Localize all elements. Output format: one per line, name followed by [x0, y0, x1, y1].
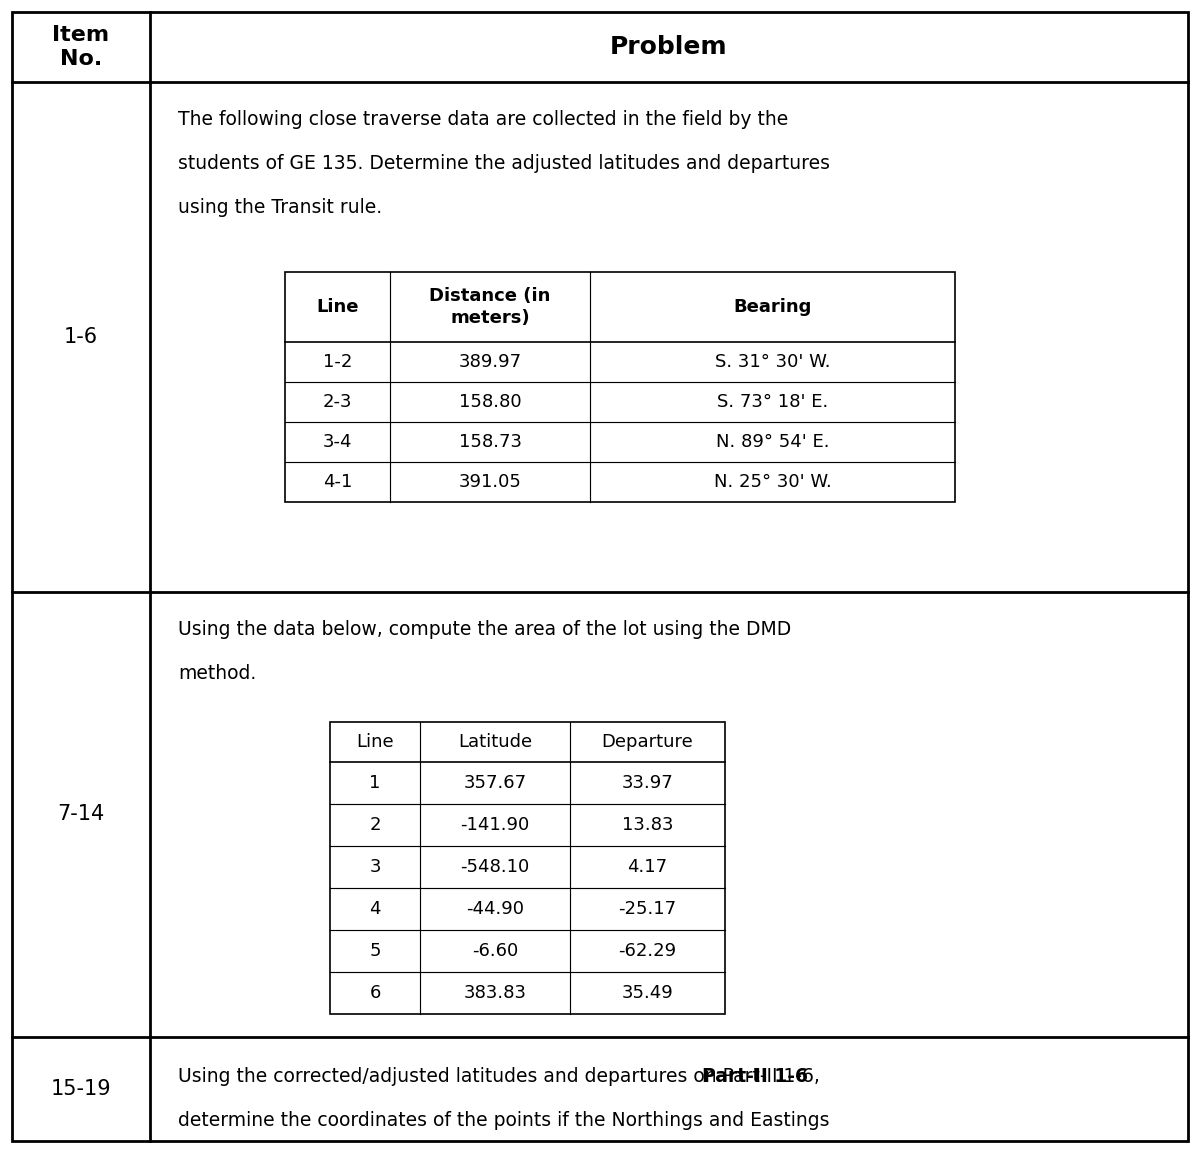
- Text: 383.83: 383.83: [463, 984, 527, 1002]
- Text: 2-3: 2-3: [323, 393, 353, 410]
- Text: Line: Line: [356, 733, 394, 751]
- Text: Part-II 1-6: Part-II 1-6: [702, 1067, 809, 1086]
- Text: Bearing: Bearing: [733, 297, 811, 316]
- Text: 158.73: 158.73: [458, 434, 522, 451]
- Text: N. 89° 54' E.: N. 89° 54' E.: [715, 434, 829, 451]
- Text: Using the data below, compute the area of the lot using the DMD: Using the data below, compute the area o…: [178, 620, 791, 639]
- Text: 13.83: 13.83: [622, 816, 673, 834]
- Text: 7-14: 7-14: [58, 805, 104, 824]
- Text: 389.97: 389.97: [458, 353, 522, 371]
- Text: 35.49: 35.49: [622, 984, 673, 1002]
- Text: 3-4: 3-4: [323, 434, 353, 451]
- Text: 158.80: 158.80: [458, 393, 521, 410]
- Text: 2: 2: [370, 816, 380, 834]
- Text: determine the coordinates of the points if the Northings and Eastings: determine the coordinates of the points …: [178, 1111, 829, 1130]
- Text: 3: 3: [370, 858, 380, 876]
- Text: 1: 1: [370, 774, 380, 792]
- Text: -25.17: -25.17: [618, 900, 677, 918]
- Text: 1-6: 1-6: [64, 327, 98, 347]
- Bar: [330, 722, 725, 1013]
- Text: using the Transit rule.: using the Transit rule.: [178, 198, 382, 217]
- Text: 391.05: 391.05: [458, 473, 522, 491]
- Text: 15-19: 15-19: [50, 1079, 112, 1099]
- Text: 1-2: 1-2: [323, 353, 352, 371]
- Text: 4.17: 4.17: [628, 858, 667, 876]
- Text: Distance (in
meters): Distance (in meters): [430, 287, 551, 327]
- Text: 6: 6: [370, 984, 380, 1002]
- Text: -548.10: -548.10: [461, 858, 529, 876]
- Text: Latitude: Latitude: [458, 733, 532, 751]
- Text: 4: 4: [370, 900, 380, 918]
- Text: 5: 5: [370, 942, 380, 960]
- Text: The following close traverse data are collected in the field by the: The following close traverse data are co…: [178, 110, 788, 129]
- Text: S. 31° 30' W.: S. 31° 30' W.: [715, 353, 830, 371]
- Text: 33.97: 33.97: [622, 774, 673, 792]
- Text: Problem: Problem: [610, 35, 728, 59]
- Text: -62.29: -62.29: [618, 942, 677, 960]
- Text: Departure: Departure: [601, 733, 694, 751]
- Text: S. 73° 18' E.: S. 73° 18' E.: [716, 393, 828, 410]
- Text: -141.90: -141.90: [461, 816, 529, 834]
- Text: 357.67: 357.67: [463, 774, 527, 792]
- Text: Line: Line: [317, 297, 359, 316]
- Bar: [286, 272, 955, 502]
- Text: Using the corrected/adjusted latitudes and departures on Part-II 1-6,: Using the corrected/adjusted latitudes a…: [178, 1067, 820, 1086]
- Text: students of GE 135. Determine the adjusted latitudes and departures: students of GE 135. Determine the adjust…: [178, 155, 830, 173]
- Text: method.: method.: [178, 664, 257, 683]
- Text: -6.60: -6.60: [472, 942, 518, 960]
- Text: Item
No.: Item No.: [53, 24, 109, 69]
- Text: -44.90: -44.90: [466, 900, 524, 918]
- Text: 4-1: 4-1: [323, 473, 352, 491]
- Text: N. 25° 30' W.: N. 25° 30' W.: [714, 473, 832, 491]
